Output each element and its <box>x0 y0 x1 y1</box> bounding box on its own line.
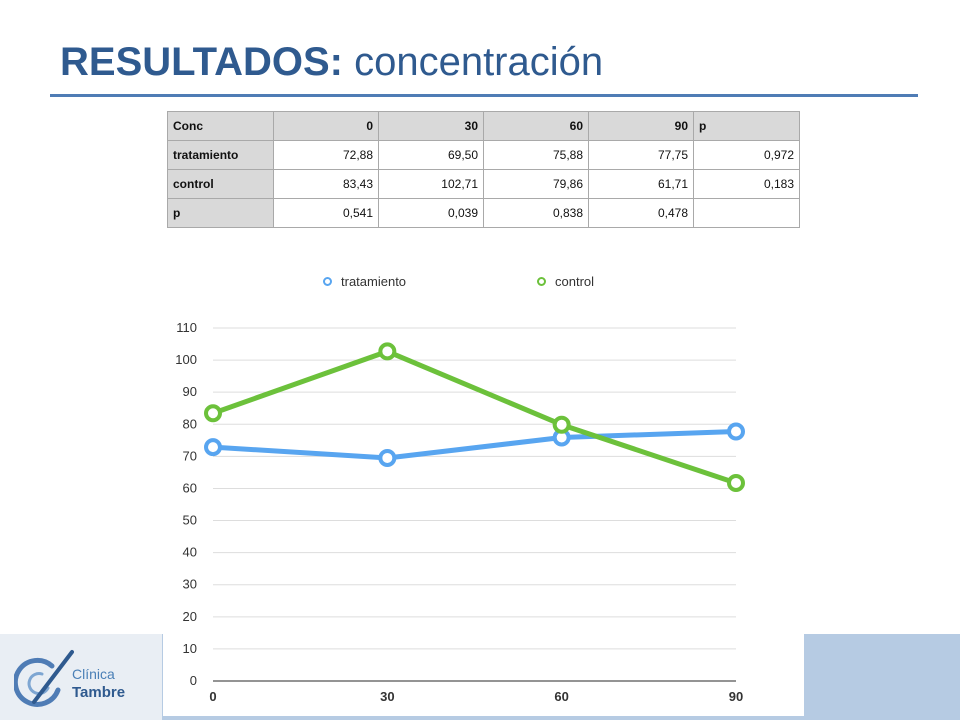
table-header-cell: p <box>693 111 800 141</box>
series-line-tratamiento <box>210 428 739 461</box>
x-tick-label: 60 <box>554 689 568 704</box>
table-header-cell: 30 <box>378 111 484 141</box>
legend-label: control <box>555 274 595 289</box>
table-header-cell: 60 <box>483 111 589 141</box>
table-cell: 0,039 <box>378 198 484 228</box>
y-tick-label: 20 <box>183 609 197 624</box>
x-tick-label: 90 <box>729 689 743 704</box>
legend-marker-icon <box>323 277 332 287</box>
clinic-logo <box>0 634 162 720</box>
y-tick-label: 80 <box>183 416 197 431</box>
x-tick-label: 0 <box>209 689 216 704</box>
series-line-control <box>210 348 739 486</box>
title-divider <box>50 94 918 97</box>
table-cell: 83,43 <box>273 169 379 199</box>
data-point-control <box>727 473 745 492</box>
table-cell: 79,86 <box>483 169 589 199</box>
table-header-cell: 90 <box>588 111 694 141</box>
table-header-cell: 0 <box>273 111 379 141</box>
table-row: control 83,43 102,71 79,86 61,71 0,183 <box>167 169 800 199</box>
y-tick-label: 30 <box>183 577 197 592</box>
table-header-row: Conc 0 30 60 90 p <box>167 111 800 141</box>
y-tick-label: 60 <box>183 480 197 495</box>
table-cell: 61,71 <box>588 169 694 199</box>
x-tick-label: 30 <box>380 689 394 704</box>
data-point-control <box>204 404 222 423</box>
chart-plot-area: 0 10 20 30 40 50 60 70 80 90 100 110 0 30 60 90 <box>175 320 745 704</box>
legend-label: tratamiento <box>341 274 407 289</box>
table-cell: 0,838 <box>483 198 589 228</box>
logo-text-tambre: Tambre <box>72 684 126 701</box>
data-point-tratamiento <box>378 448 397 467</box>
page-title-rest: concentración <box>354 40 604 84</box>
y-tick-label: 110 <box>176 320 197 335</box>
clinic-logo-icon <box>14 650 74 707</box>
table-cell: 72,88 <box>273 140 379 170</box>
results-table: Conc 0 30 60 90 p tratamiento 72,88 69,5… <box>167 111 800 228</box>
table-row: p 0,541 0,039 0,838 0,478 <box>167 198 800 228</box>
table-cell: 102,71 <box>378 169 484 199</box>
table-header-cell: Conc <box>167 111 274 141</box>
table-cell: 0,478 <box>588 198 694 228</box>
y-tick-label: 0 <box>190 673 197 688</box>
y-tick-label: 70 <box>183 448 197 463</box>
legend-item-tratamiento: tratamiento <box>323 274 406 289</box>
table-cell: 0,972 <box>693 140 800 170</box>
legend-item-control: control <box>537 274 594 289</box>
table-cell: 75,88 <box>483 140 589 170</box>
table-cell: 0,183 <box>693 169 800 199</box>
logo-text-clinica: Clínica <box>72 666 115 682</box>
table-cell <box>693 198 800 228</box>
data-point-control <box>378 342 397 361</box>
y-tick-label: 90 <box>183 384 197 399</box>
table-cell: 0,541 <box>273 198 379 228</box>
data-point-tratamiento <box>204 438 222 457</box>
page-title: RESULTADOS: concentración <box>60 38 603 86</box>
table-row-label: control <box>167 169 274 199</box>
y-tick-label: 50 <box>183 513 197 528</box>
table-cell: 69,50 <box>378 140 484 170</box>
y-tick-label: 100 <box>175 352 197 367</box>
table-row-label: tratamiento <box>167 140 274 170</box>
line-chart: tratamiento control 0 10 20 30 40 50 60 70 80 90 1… <box>163 260 804 716</box>
data-point-tratamiento <box>727 422 745 441</box>
table-cell: 77,75 <box>588 140 694 170</box>
y-tick-label: 40 <box>183 545 197 560</box>
data-point-control <box>552 415 571 434</box>
legend-marker-icon <box>537 277 546 287</box>
table-row: tratamiento 72,88 69,50 75,88 77,75 0,97… <box>167 140 800 170</box>
page-title-bold: RESULTADOS: <box>60 40 343 84</box>
y-tick-label: 10 <box>183 641 197 656</box>
table-row-label: p <box>167 198 274 228</box>
